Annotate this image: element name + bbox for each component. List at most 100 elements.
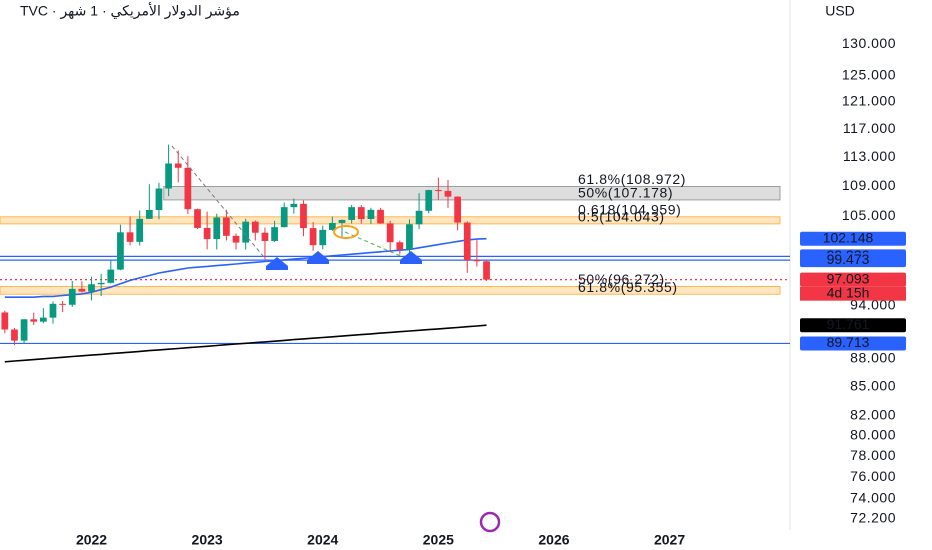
candle-body (406, 224, 413, 250)
candle-body (20, 319, 28, 341)
candle-body (280, 207, 288, 228)
candle-body (107, 269, 115, 283)
y-tick-label: 121.000 (842, 93, 896, 109)
candle-body (97, 282, 105, 285)
candle-body (30, 319, 38, 322)
arrow-marker (400, 251, 422, 264)
price-label: 91.761 (827, 316, 870, 332)
currency-label: USD (825, 3, 855, 19)
candle-body (386, 223, 394, 243)
candle-body (117, 232, 124, 270)
y-tick-label: 72.200 (850, 509, 896, 525)
x-tick-label: 2026 (538, 532, 569, 548)
candle-body (473, 260, 481, 262)
x-tick-label: 2023 (192, 532, 223, 548)
candle-body (434, 190, 442, 192)
y-tick-label: 88.000 (850, 350, 896, 366)
fib-label: 0.618(104.959) (578, 201, 681, 217)
candle-body (290, 203, 298, 208)
y-tick-label: 82.000 (850, 407, 896, 423)
y-tick-label: 113.000 (843, 148, 896, 164)
marker-ellipse (333, 225, 359, 239)
fib-zone (0, 286, 781, 295)
candle-body (348, 207, 356, 220)
candle-body (39, 317, 47, 322)
fib-label: 61.8%(95.355) (578, 279, 678, 295)
candle-body (136, 218, 144, 242)
arrow-marker (307, 251, 329, 264)
y-tick-label: 109.000 (842, 177, 896, 193)
y-tick-label: 76.000 (850, 468, 896, 484)
price-label: 99.473 (827, 251, 870, 267)
fib-label: 50%(96.272) (578, 271, 665, 287)
price-label-box (800, 336, 906, 351)
candle-body (367, 209, 375, 220)
candle-body (194, 209, 201, 228)
candle-body (309, 228, 317, 246)
candle-body (49, 303, 57, 318)
candle-body (357, 207, 365, 220)
candle-body (300, 203, 307, 229)
x-tick-label: 2027 (654, 532, 685, 548)
candle-body (126, 232, 134, 242)
candle-body (232, 235, 240, 243)
price-label-box (800, 318, 906, 333)
candle-body (88, 284, 95, 292)
countdown-label: 4d 15h (827, 284, 870, 300)
fib-zone (163, 186, 781, 201)
plot (0, 144, 790, 363)
candle-body (454, 196, 461, 223)
candle-body (377, 209, 384, 224)
logo[interactable] (479, 511, 501, 533)
y-tick-label: 105.000 (842, 207, 896, 223)
arrow-marker (266, 257, 288, 270)
candle-body (425, 190, 433, 211)
price-label-box (800, 272, 906, 287)
chart-title: TVC · مؤشر الدولار الأمريكي · 1 شهر (20, 2, 240, 20)
candle-body (155, 188, 163, 210)
candle-body (415, 210, 423, 225)
candle-body (145, 209, 153, 219)
y-tick-label: 117.000 (843, 120, 896, 136)
x-tick-label: 2024 (307, 532, 338, 548)
candle-body (11, 329, 18, 341)
price-label: 89.713 (827, 334, 870, 350)
candle-body (483, 261, 490, 280)
price-label: 97.093 (827, 270, 870, 286)
candle-body (174, 163, 182, 168)
candle-body (223, 217, 230, 236)
fib-label: 50%(107.178) (578, 185, 673, 201)
countdown-box (800, 286, 906, 301)
candle-body (68, 288, 76, 305)
candle-body (242, 221, 250, 243)
candle-body (271, 227, 278, 241)
candle-body (261, 232, 269, 241)
price-label-box (800, 231, 906, 246)
candle-body (203, 227, 211, 240)
candle-body (396, 242, 404, 250)
fib-label: 0.5(104.043) (578, 209, 665, 225)
candle-body (444, 190, 452, 197)
y-tick-label: 130.000 (842, 35, 896, 51)
candle-body (463, 222, 471, 261)
moving-average (4, 237, 487, 298)
fib-label: 61.8%(108.972) (578, 171, 686, 187)
y-tick-label: 80.000 (850, 427, 896, 443)
moving-average (4, 324, 487, 363)
candle-body (78, 288, 86, 292)
candle-body (184, 167, 192, 210)
y-tick-label: 125.000 (842, 66, 896, 82)
candle-body (213, 217, 221, 240)
candle-body (165, 163, 172, 189)
candle-body (59, 303, 66, 305)
candle-body (329, 222, 336, 230)
candle-body (338, 219, 346, 223)
price-label: 102.148 (823, 229, 874, 245)
y-tick-label: 85.000 (850, 378, 896, 394)
y-tick-label: 78.000 (850, 447, 896, 463)
y-tick-label: 74.000 (850, 490, 896, 506)
x-tick-label: 2025 (423, 532, 454, 548)
candle-body (251, 221, 259, 233)
